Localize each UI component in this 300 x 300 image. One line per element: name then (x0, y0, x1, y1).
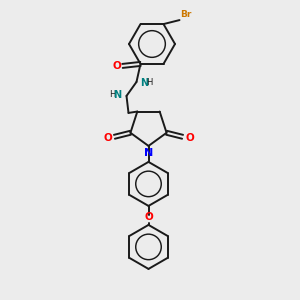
Text: O: O (185, 133, 194, 143)
Text: O: O (103, 133, 112, 143)
Text: O: O (144, 212, 153, 222)
Text: H: H (109, 90, 116, 99)
Text: H: H (146, 78, 153, 87)
Text: N: N (113, 90, 122, 100)
Text: N: N (144, 148, 153, 158)
Text: N: N (140, 78, 148, 88)
Text: O: O (112, 61, 121, 71)
Text: Br: Br (181, 10, 192, 19)
